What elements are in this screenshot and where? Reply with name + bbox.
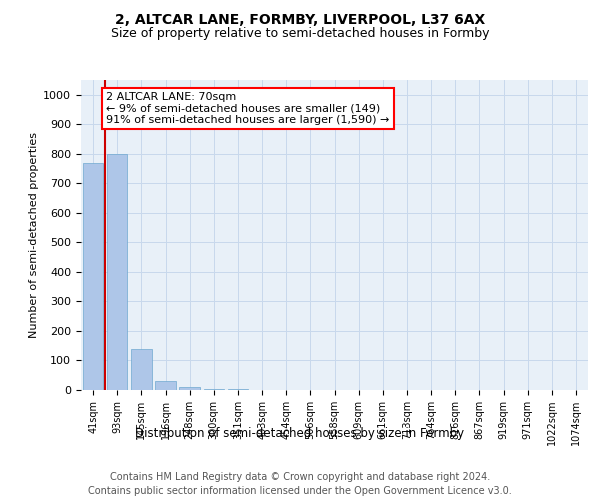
Text: 2, ALTCAR LANE, FORMBY, LIVERPOOL, L37 6AX: 2, ALTCAR LANE, FORMBY, LIVERPOOL, L37 6…: [115, 12, 485, 26]
Bar: [131, 348, 152, 390]
Bar: [203, 389, 224, 390]
Bar: [83, 162, 103, 390]
Y-axis label: Number of semi-detached properties: Number of semi-detached properties: [29, 132, 39, 338]
Bar: [107, 154, 127, 390]
Text: Contains HM Land Registry data © Crown copyright and database right 2024.: Contains HM Land Registry data © Crown c…: [110, 472, 490, 482]
Text: Contains public sector information licensed under the Open Government Licence v3: Contains public sector information licen…: [88, 486, 512, 496]
Bar: [179, 387, 200, 390]
Text: Size of property relative to semi-detached houses in Formby: Size of property relative to semi-detach…: [111, 28, 489, 40]
Bar: [155, 381, 176, 390]
Text: 2 ALTCAR LANE: 70sqm
← 9% of semi-detached houses are smaller (149)
91% of semi-: 2 ALTCAR LANE: 70sqm ← 9% of semi-detach…: [106, 92, 390, 125]
Text: Distribution of semi-detached houses by size in Formby: Distribution of semi-detached houses by …: [136, 428, 464, 440]
